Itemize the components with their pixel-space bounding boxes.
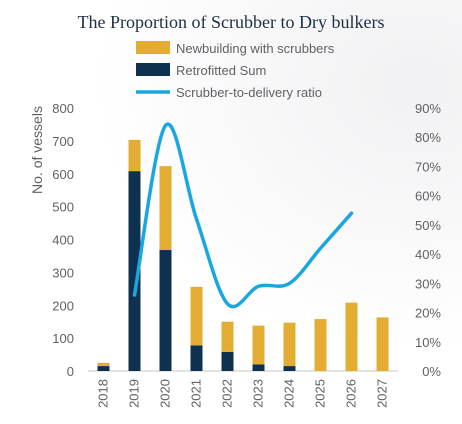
bar-retrofitted [283,366,296,371]
y2-tick-label: 20% [415,306,441,321]
legend-label: Newbuilding with scrubbers [176,41,335,56]
y-tick-label: 300 [52,265,74,280]
bar-newbuilding [190,286,203,346]
legend-swatch [136,41,170,54]
bar-newbuilding [314,319,327,371]
x-tick-label: 2024 [282,379,297,408]
x-tick-label: 2020 [158,379,173,408]
y-tick-label: 500 [52,200,74,215]
y2-tick-label: 70% [415,159,441,174]
x-tick-label: 2022 [220,379,235,408]
bar-retrofitted [159,250,172,371]
y-tick-label: 800 [52,101,74,116]
x-tick-label: 2018 [96,379,111,408]
y-tick-label: 400 [52,233,74,248]
bar-newbuilding [376,317,389,371]
y2-axis: 0% 10% 20% 30% 40% 50% 60% 70% 80% 90% [415,101,441,379]
chart-title: The Proportion of Scrubber to Dry bulker… [78,12,385,32]
x-tick-label: 2027 [375,379,390,408]
y2-tick-label: 50% [415,218,441,233]
y-axis-title: No. of vessels [29,106,45,194]
x-tick-label: 2025 [313,379,328,408]
bar-retrofitted [221,351,234,371]
y2-tick-label: 30% [415,276,441,291]
y2-tick-label: 80% [415,130,441,145]
y-tick-label: 0 [67,364,74,379]
y2-tick-label: 0% [422,364,441,379]
legend-label: Scrubber-to-delivery ratio [176,85,322,100]
bars [97,139,389,371]
y2-tick-label: 60% [415,189,441,204]
ratio-line [132,122,354,309]
bar-retrofitted [252,364,265,371]
bar-retrofitted [190,345,203,371]
bar-newbuilding [128,139,141,172]
bar-newbuilding [283,322,296,367]
bar-newbuilding [252,325,265,365]
bar-newbuilding [221,321,234,352]
x-tick-label: 2026 [344,379,359,408]
x-tick-label: 2019 [127,379,142,408]
legend-label: Retrofitted Sum [176,63,266,78]
bar-newbuilding [345,302,358,371]
y2-tick-label: 10% [415,335,441,350]
legend-swatch [136,63,170,76]
y2-tick-label: 40% [415,247,441,262]
x-axis: 2018 2019 2020 2021 2022 2023 2024 2025 2026 2027 [88,370,398,408]
y-tick-label: 100 [52,331,74,346]
bar-newbuilding [159,166,172,251]
bar-retrofitted [128,171,141,371]
x-tick-label: 2023 [251,379,266,408]
bar-retrofitted [97,366,110,371]
y-axis: 0 100 200 300 400 500 600 700 800 [52,101,74,379]
y-tick-label: 700 [52,134,74,149]
y2-tick-label: 90% [415,101,441,116]
bar-newbuilding [97,362,110,367]
legend: Newbuilding with scrubbers Retrofitted Su… [136,41,335,100]
x-tick-label: 2021 [189,379,204,408]
y-tick-label: 200 [52,298,74,313]
y-tick-label: 600 [52,167,74,182]
